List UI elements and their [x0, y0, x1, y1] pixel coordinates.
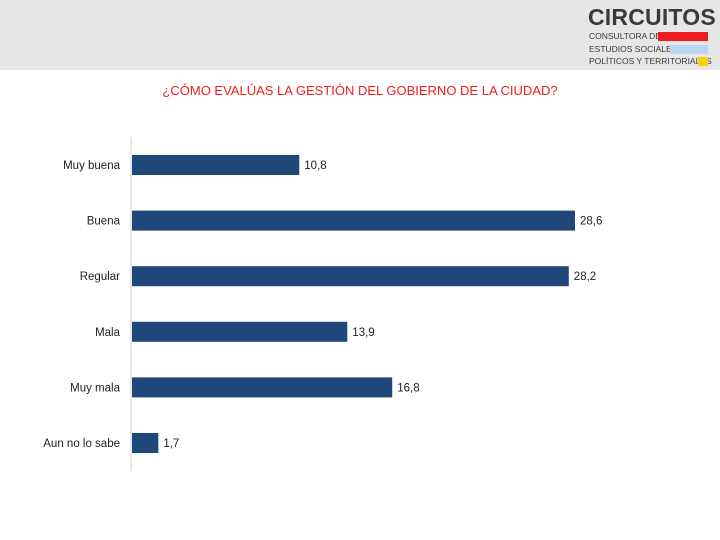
- bar-5: [132, 433, 159, 453]
- bar-4: [132, 377, 393, 398]
- bar-0: [132, 155, 300, 175]
- bar-3: [132, 321, 348, 342]
- bar-2: [132, 266, 569, 287]
- header-bar: CIRCUITOS CONSULTORA DE ESTUDIOS SOCIALE…: [0, 0, 720, 70]
- bar-1: [132, 210, 575, 231]
- circuitos-logo: CIRCUITOS CONSULTORA DE ESTUDIOS SOCIALE…: [588, 4, 716, 66]
- logo-tagline-line-1: CONSULTORA DE: [589, 31, 661, 41]
- value-label: 1,7: [163, 438, 179, 450]
- value-label: 10,8: [304, 160, 326, 172]
- category-label: Mala: [95, 327, 121, 339]
- category-label: Buena: [87, 216, 121, 228]
- logo-tagline-line-3: POLÍTICOS Y TERRITORIALES: [589, 56, 712, 66]
- value-label: 28,6: [580, 216, 602, 228]
- logo-yellow-stripe: [698, 57, 708, 66]
- value-label: 16,8: [397, 382, 419, 394]
- category-label: Regular: [80, 271, 120, 283]
- chart-title: ¿CÓMO EVALÚAS LA GESTIÓN DEL GOBIERNO DE…: [162, 83, 558, 98]
- logo-brand-name: CIRCUITOS: [588, 4, 716, 30]
- logo-red-stripe: [658, 32, 708, 41]
- value-label: 28,2: [574, 271, 596, 283]
- category-label: Muy mala: [70, 382, 120, 394]
- category-label: Aun no lo sabe: [43, 438, 120, 450]
- value-label: 13,9: [352, 327, 374, 339]
- category-label: Muy buena: [63, 160, 121, 172]
- logo-tagline-line-2: ESTUDIOS SOCIALES,: [589, 44, 680, 54]
- logo-lightblue-stripe: [670, 45, 708, 54]
